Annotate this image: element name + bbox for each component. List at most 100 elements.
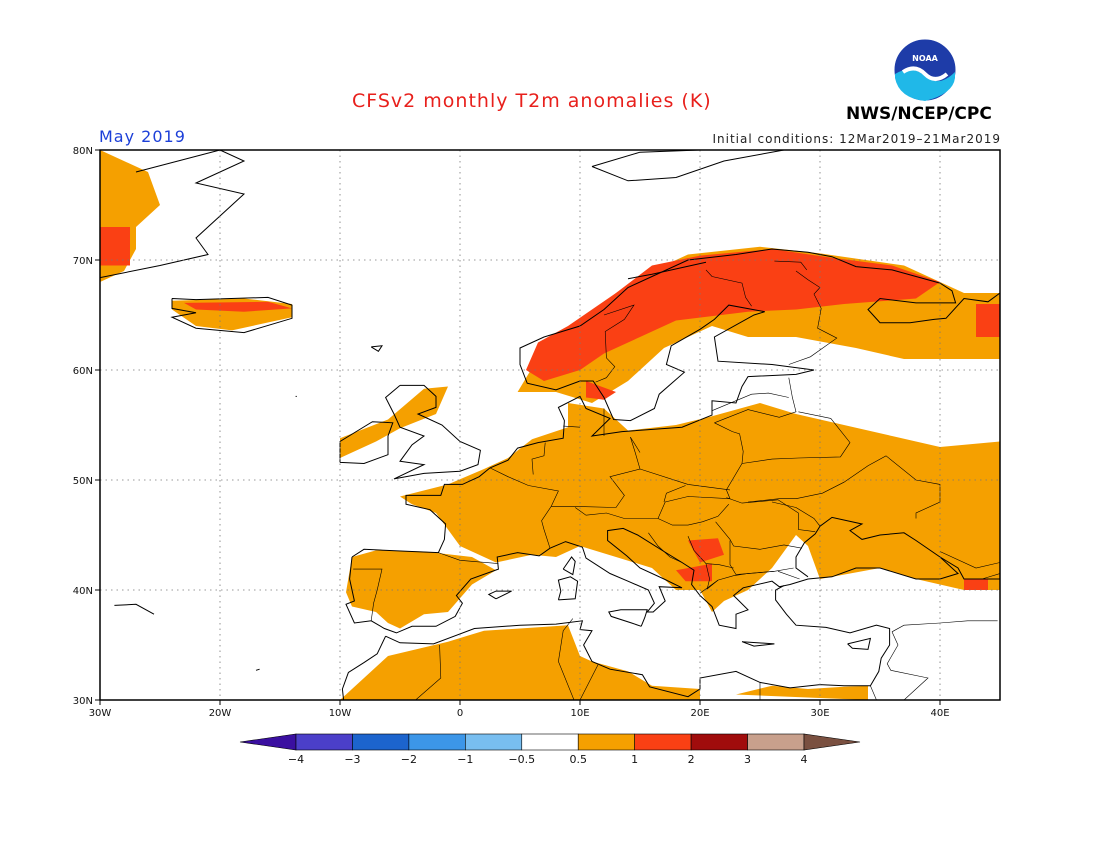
coastline (351, 248, 1000, 558)
coastline (557, 576, 579, 601)
colorbar-swatch (352, 733, 410, 751)
country-border (489, 467, 559, 549)
x-tick-label: 0 (457, 708, 463, 719)
country-border (747, 455, 941, 519)
anomaly-layer (100, 150, 1000, 700)
coastline (114, 603, 155, 615)
anomaly-region-1-to-2 (964, 579, 988, 590)
coastline-layer (100, 150, 1000, 700)
x-tick-label: 40E (930, 708, 949, 719)
coastline (591, 150, 785, 182)
coastline (741, 641, 775, 647)
country-border (886, 631, 929, 700)
coastline (345, 516, 959, 634)
country-border (438, 552, 499, 564)
anomaly-region-1-to-2 (586, 381, 616, 400)
country-border (415, 644, 442, 700)
country-border (777, 571, 800, 580)
colorbar-swatch (747, 733, 805, 751)
coastline (385, 585, 891, 698)
country-border (575, 422, 744, 519)
anomaly-region-1-to-2 (526, 249, 940, 381)
x-tick-label: 30W (89, 708, 112, 719)
anomaly-region-0.5-to-1 (736, 685, 868, 700)
anomaly-region-0.5-to-1 (346, 550, 496, 629)
y-tick-label: 50N (73, 476, 93, 487)
colorbar-swatch (295, 733, 353, 751)
country-border (663, 485, 686, 503)
country-border (715, 521, 803, 550)
colorbar-swatch (521, 733, 579, 751)
map-frame (99, 149, 1001, 701)
country-border (705, 269, 752, 307)
country-border (891, 620, 998, 633)
country-border (788, 270, 838, 365)
axis-ticks: 30W 20W 10W 0 10E 20E 30E 40E 80N 70N 60N 50N 40N 30N (73, 146, 950, 719)
y-tick-label: 40N (73, 586, 93, 597)
colorbar-swatch (465, 733, 523, 751)
coastline (487, 590, 512, 600)
y-tick-label: 30N (73, 696, 93, 707)
colorbar-label: −2 (401, 753, 417, 766)
country-border (639, 468, 731, 491)
country-border (657, 504, 730, 526)
colorbar-high-arrow (803, 733, 861, 751)
colorbar-label: 3 (744, 753, 751, 766)
colorbar-label: −3 (344, 753, 360, 766)
country-border (630, 436, 641, 453)
country-border (563, 425, 581, 428)
anomaly-region-1-to-2 (976, 304, 1000, 337)
country-border (558, 618, 575, 700)
colorbar-label: −4 (288, 753, 304, 766)
graticule (100, 150, 1000, 700)
country-border (579, 664, 599, 700)
coastline (847, 637, 872, 650)
coastline (370, 345, 383, 352)
colorbar-label: −0.5 (508, 753, 535, 766)
colorbar-label: 1 (631, 753, 638, 766)
colorbar-swatch (408, 733, 466, 751)
colorbar-label: 4 (801, 753, 808, 766)
country-border (699, 579, 719, 594)
map-title: CFSv2 monthly T2m anomalies (K) (352, 90, 712, 112)
colorbar-low-arrow (239, 733, 297, 751)
country-border (964, 573, 1000, 580)
country-border (729, 540, 794, 575)
x-tick-label: 30E (810, 708, 829, 719)
country-border (531, 442, 546, 475)
country-border (714, 377, 797, 424)
country-border (774, 260, 808, 271)
colorbar-swatch (634, 733, 692, 751)
x-tick-label: 10E (570, 708, 589, 719)
forecast-month: May 2019 (99, 127, 186, 146)
colorbar-label: −1 (457, 753, 473, 766)
anomaly-region-1-to-2 (688, 538, 724, 563)
logo-text: NOAA (912, 54, 938, 63)
anomaly-region-0.5-to-1 (340, 625, 700, 700)
x-tick-label: 20E (690, 708, 709, 719)
y-tick-label: 70N (73, 256, 93, 267)
country-border (551, 437, 641, 508)
country-border (711, 392, 789, 411)
country-border (648, 532, 683, 563)
agency-label: NWS/NCEP/CPC (846, 104, 992, 124)
coastline (562, 556, 576, 576)
x-tick-label: 20W (209, 708, 232, 719)
coastline (339, 421, 394, 465)
colorbar-label: 0.5 (569, 753, 587, 766)
coastline (170, 296, 293, 334)
anomaly-region-1-to-2 (184, 301, 292, 312)
colorbar-swatch (577, 733, 635, 751)
coastline (255, 668, 260, 671)
coastline (341, 635, 387, 700)
country-border (741, 411, 851, 464)
country-border (353, 568, 383, 621)
anomaly-region-1-to-2 (100, 227, 130, 266)
y-tick-label: 80N (73, 146, 93, 157)
country-border (870, 685, 877, 700)
initial-conditions: Initial conditions: 12Mar2019–21Mar2019 (712, 132, 1001, 146)
country-border (771, 501, 821, 527)
border-layer (353, 260, 1000, 700)
coastline (627, 261, 707, 280)
